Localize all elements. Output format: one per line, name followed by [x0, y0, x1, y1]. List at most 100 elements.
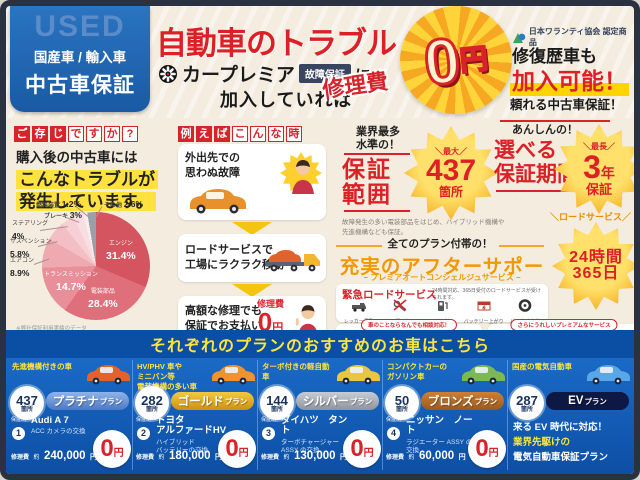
support-subtitle: − プレミアオートコンシェルジュサービス −	[363, 273, 521, 282]
plan-coverage-badge: 437 箇所	[10, 386, 44, 420]
plan-coverage-unit: 箇所	[270, 406, 283, 413]
car-premium-logo-icon	[159, 64, 177, 83]
plan-name-pill: シルバー プラン	[296, 392, 379, 410]
tow-truck-icon	[265, 250, 320, 272]
intro-line1: 購入後の中古車には	[16, 150, 138, 165]
key-lockout-icon	[393, 299, 407, 312]
plan-suffix: プラン	[474, 396, 498, 406]
plan-zero-yen: 0 円	[93, 430, 131, 468]
coverage-unit: 箇所	[438, 185, 463, 199]
road-365d: 365日	[572, 265, 620, 282]
star-longest-label: ＼最長／	[583, 141, 615, 151]
plan-name-pill: ブロンズ プラン	[421, 392, 504, 410]
plan-example-label: 保証例 4	[386, 417, 402, 440]
plan-coverage-count: 144	[266, 392, 288, 408]
heading-char: じ	[50, 126, 66, 142]
step3-fee-label: 修理費	[256, 299, 284, 309]
plan-card: 先進機構付きの車 437 箇所 プラチナ プラン 保証例 1	[8, 360, 133, 470]
step3-zero-number: 0	[257, 307, 273, 337]
down-arrow-icon	[232, 222, 272, 235]
intro-line2: こんなトラブルが	[16, 165, 158, 190]
trouble-pie-chart	[42, 212, 150, 320]
brand-name: カープレミア	[182, 65, 295, 86]
step3-text: 高額な修理でも 保証でお支払い	[185, 305, 262, 332]
plan-example-number: 2	[137, 427, 150, 440]
plan-fee-row: 修理費 約 60,000 円	[386, 446, 481, 464]
brand-particle: に	[354, 67, 371, 85]
heading-char: ご	[14, 126, 30, 142]
used-car-warranty-badge: USED 国産車 / 輸入車 中古車保証	[10, 6, 150, 112]
plan-example-label: 保証例 3	[261, 417, 277, 440]
heading-char: な	[268, 126, 284, 142]
step-card-road-service: ロードサービスで 工場にラクラク移動	[178, 234, 326, 282]
zero-yen-number: 0	[419, 22, 465, 100]
emergency-item-battery: バッテリー上がり	[463, 299, 505, 325]
plan-target-cars: コンパクトカーの ガソリン車	[387, 362, 447, 381]
period-kicker: あんしんの！	[512, 124, 578, 136]
plan-card: コンパクトカーの ガソリン車 50 箇所 ブロンズ プラン 保証例 4	[383, 360, 508, 470]
plan-card: ターボ付きの軽自動車 144 箇所 シルバー プラン 保証例 3	[258, 360, 383, 470]
plan-name-pill: プラチナ プラン	[46, 392, 129, 410]
period-years: 3	[583, 148, 601, 185]
plan-coverage-badge: 50 箇所	[385, 386, 419, 420]
road-24h: 24時間	[569, 249, 623, 266]
plan-card: HV/PHV 車や ミニバン等 電装機構の多い車 282 箇所 ゴールド プラン…	[133, 360, 258, 470]
plan-target-cars: HV/PHV 車や ミニバン等 電装機構の多い車	[137, 362, 197, 391]
heading-char: 例	[178, 126, 194, 142]
plan-car-icon	[462, 365, 505, 385]
coverage-title: 保証 範囲	[342, 156, 392, 208]
did-you-know-heading: ご存じですか?	[14, 124, 140, 142]
brand-row: カープレミア 故障保証 に	[158, 60, 371, 87]
plan-target-cars: 国産の電気自動車	[512, 362, 572, 371]
fuel-pump-icon	[437, 301, 448, 311]
plan-coverage-badge: 144 箇所	[260, 386, 294, 420]
plan-car-icon	[337, 365, 380, 385]
plan-name: ゴールド	[177, 396, 224, 408]
step2-text: ロードサービスで 工場にラクラク移動	[185, 244, 284, 271]
pie-label-steering: ステアリング 4%	[12, 221, 49, 242]
plan-name: シルバー	[302, 396, 349, 408]
plans-row: 先進機構付きの車 437 箇所 プラチナ プラン 保証例 1	[8, 360, 632, 470]
plan-suffix: プラン	[349, 396, 373, 406]
red-rule	[500, 120, 610, 122]
plan-card: 国産の電気自動車 287 箇所 EV プラン	[508, 360, 632, 470]
pie-label-brake: ブレーキ 3%	[44, 210, 82, 220]
association-row: 日本ワランティ協会 認定商品	[512, 26, 634, 48]
plan-target-cars: 先進機構付きの車	[12, 362, 72, 371]
support-kicker-text: 全てのプラン付帯の！	[381, 238, 499, 250]
road-service-star: 24時間 365日	[552, 222, 634, 310]
plan-zero-yen: 0 円	[218, 430, 256, 468]
period-3year-star: ＼最長／ 3年 保証	[554, 124, 634, 214]
heading-char: す	[86, 126, 102, 142]
emergency-description: 24時間対応、365日受付のロードサービスが受けられます。	[432, 288, 541, 301]
heading-char: 時	[286, 126, 302, 142]
plan-example-car: ダイハツ タント ターボチャージャー ASSY の交換	[281, 415, 348, 454]
intro-line3-text: 発生しています。	[16, 192, 156, 211]
step3-zero-yen: 修理費 0円	[256, 299, 284, 337]
heading-char: 存	[32, 126, 48, 142]
plan-coverage-count: 437	[16, 392, 38, 408]
plans-heading: それぞれのプランのおすすめのお車はこちら	[149, 338, 490, 355]
plan-target-cars: ターボ付きの軽自動車	[262, 362, 330, 381]
broken-car-icon	[190, 189, 246, 214]
intro-line3: 発生しています。	[16, 187, 156, 212]
page-title: 自動車のトラブル	[156, 26, 397, 61]
heading-char: ん	[250, 126, 266, 142]
step-card-breakdown: 外出先での 思わぬ故障	[178, 144, 326, 220]
plan-suffix: プラン	[584, 396, 607, 406]
emergency-road-service-card: 緊急ロードサービス 24時間対応、365日受付のロードサービスが受けられます。 …	[336, 284, 548, 325]
plan-zero-yen: 0 円	[343, 430, 381, 468]
red-rule	[344, 210, 410, 212]
period-warranty-label: 保証	[585, 181, 612, 197]
support-kicker: 全てのプラン付帯の！	[336, 234, 544, 252]
coverage-437-star: ＼最大／ 437 箇所	[404, 126, 498, 220]
reliable-warranty-text: 頼れる中古車保証！	[510, 98, 623, 112]
pie-label-engine: エンジン 31.4%	[106, 241, 136, 263]
pie-label-fuel: 燃料装置 1.2%	[36, 199, 82, 209]
condition-text: 加入していれば	[220, 90, 353, 110]
plan-suffix: プラン	[99, 396, 123, 406]
coverage-kicker: 業界最多 水準の！	[356, 126, 400, 151]
tow-truck-small-icon	[351, 303, 366, 312]
heading-char: で	[68, 126, 84, 142]
plans-heading-band: それぞれのプランのおすすめのお車はこちら	[6, 330, 634, 358]
